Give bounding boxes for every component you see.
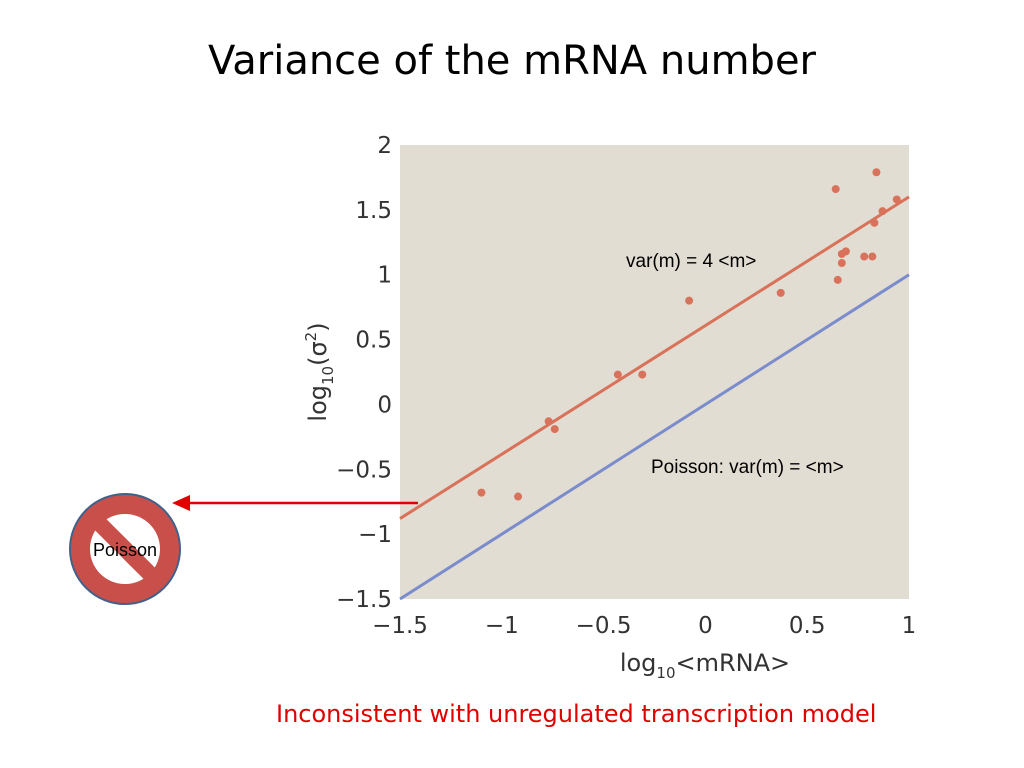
data-point — [878, 207, 887, 216]
y-axis-label-pre: log — [304, 385, 332, 422]
data-point — [776, 288, 785, 297]
x-axis-label-pre: log — [620, 649, 657, 677]
x-tick-label: 0 — [698, 613, 713, 639]
y-axis-ticks: −1.5 −1 −0.5 0 0.5 1 1.5 2 — [336, 133, 392, 613]
data-point — [841, 247, 850, 256]
data-point — [833, 275, 842, 284]
slide-title: Variance of the mRNA number — [207, 38, 816, 84]
y-tick-label: −1 — [358, 522, 392, 548]
data-point — [870, 218, 879, 227]
poisson-line-label: Poisson: var(m) = <m> — [651, 457, 844, 478]
x-tick-label: 1 — [902, 613, 917, 639]
x-tick-label: −1.5 — [372, 613, 428, 639]
data-point — [638, 370, 647, 379]
x-axis-ticks: −1.5 −1 −0.5 0 0.5 1 — [372, 613, 916, 639]
data-point — [477, 488, 486, 497]
data-points — [477, 168, 901, 501]
data-point — [860, 252, 869, 261]
no-poisson-label: Poisson — [92, 540, 158, 560]
data-point — [544, 417, 553, 426]
x-axis-label-sub: 10 — [656, 664, 675, 682]
series-labels: var(m) = 4 <m> Poisson: var(m) = <m> — [626, 251, 844, 478]
data-point — [514, 492, 523, 501]
y-axis-label: log10(σ2) — [302, 322, 337, 421]
fit-line-label: var(m) = 4 <m> — [626, 251, 756, 272]
data-point — [685, 296, 694, 305]
data-point — [868, 252, 877, 261]
y-axis-label-open: (σ — [304, 341, 332, 366]
x-axis-label-post: <mRNA> — [676, 649, 791, 677]
y-axis-label-sub: 10 — [319, 366, 337, 385]
y-tick-label: −0.5 — [336, 457, 392, 483]
x-tick-label: 0.5 — [789, 613, 826, 639]
no-sign-slash — [93, 517, 157, 581]
x-tick-label: −1 — [485, 613, 519, 639]
data-point — [831, 185, 840, 194]
data-point — [872, 168, 881, 177]
x-axis-label: log10<mRNA> — [620, 649, 790, 682]
series-lines — [399, 195, 910, 601]
y-axis-label-close: ) — [304, 322, 332, 331]
fit-line — [399, 195, 910, 520]
y-tick-label: −1.5 — [336, 587, 392, 613]
poisson-line — [399, 273, 910, 601]
y-tick-label: 0.5 — [355, 328, 392, 354]
y-tick-label: 1.5 — [355, 198, 392, 224]
data-point — [613, 370, 622, 379]
y-tick-label: 2 — [377, 133, 392, 159]
data-point — [550, 425, 559, 434]
arrow-head — [172, 495, 190, 511]
data-point — [837, 259, 846, 268]
plot-background — [400, 145, 909, 599]
poisson-arrow — [172, 495, 418, 511]
y-axis-label-sup: 2 — [302, 332, 320, 342]
footnote: Inconsistent with unregulated transcript… — [276, 700, 877, 728]
y-tick-label: 0 — [377, 392, 392, 418]
data-point — [892, 195, 901, 204]
y-tick-label: 1 — [377, 263, 392, 289]
x-tick-label: −0.5 — [576, 613, 632, 639]
no-poisson-icon — [69, 493, 181, 605]
